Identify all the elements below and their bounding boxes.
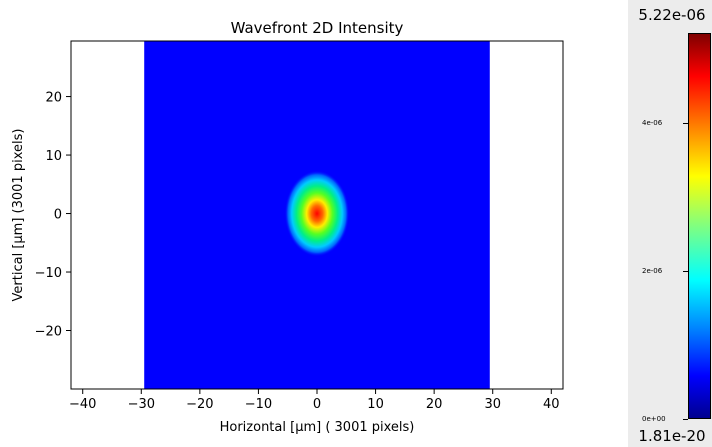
y-axis-ticks: −20 −10 0 10 20 (35, 91, 71, 340)
x-tick-label: −40 (69, 397, 96, 412)
intensity-spot (284, 170, 350, 257)
colorbar-tick-mark (683, 419, 688, 420)
colorbar-tick-mark (683, 123, 688, 124)
x-tick-label: 30 (484, 397, 501, 412)
x-tick-label: 20 (426, 397, 443, 412)
x-tick-label: −10 (245, 397, 272, 412)
chart-title: Wavefront 2D Intensity (231, 19, 404, 37)
colorbar-max-label: 5.22e-06 (638, 6, 706, 24)
colorbar-tick-label: 4e-06 (642, 119, 663, 127)
y-tick-label: 20 (45, 91, 62, 106)
x-axis-label: Horizontal [μm] ( 3001 pixels) (220, 420, 415, 435)
y-tick-label: 10 (45, 149, 62, 164)
x-tick-label: 10 (367, 397, 384, 412)
colorbar-tick-label: 2e-06 (642, 267, 663, 275)
y-tick-label: −10 (35, 266, 62, 281)
y-axis-label: Vertical [μm] (3001 pixels) (11, 129, 26, 302)
intensity-plot: Wavefront 2D Intensity −40 −30 −20 −10 0 10 20… (11, 19, 564, 435)
x-tick-label: 0 (313, 397, 321, 412)
colorbar-tick-label: 0e+00 (642, 415, 666, 423)
x-tick-label: −20 (186, 397, 213, 412)
colorbar-min-label: 1.81e-20 (638, 427, 706, 445)
x-tick-label: 40 (543, 397, 560, 412)
y-tick-label: 0 (54, 208, 62, 223)
x-tick-label: −30 (128, 397, 155, 412)
colorbar (688, 33, 711, 419)
x-axis-ticks: −40 −30 −20 −10 0 10 20 30 40 (69, 389, 560, 412)
colorbar-tick-mark (683, 271, 688, 272)
y-tick-label: −20 (35, 325, 62, 340)
